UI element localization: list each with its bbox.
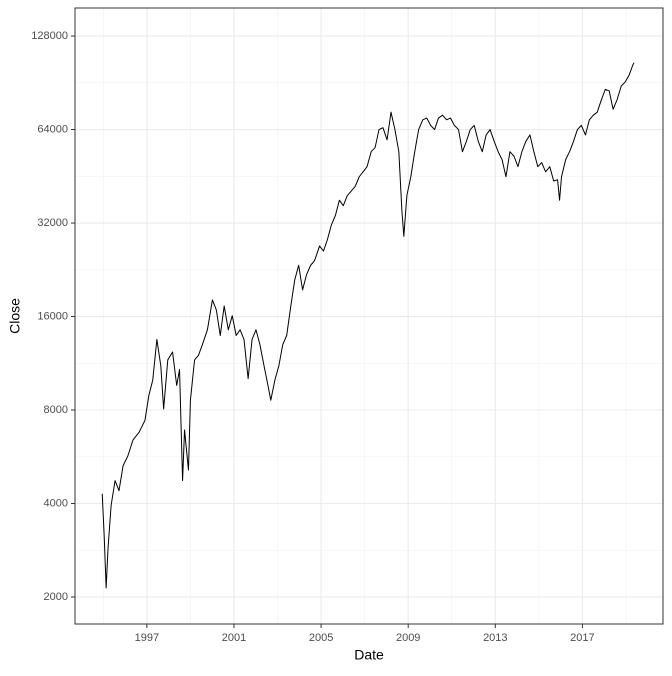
y-tick-label: 2000 xyxy=(44,591,68,603)
price-line xyxy=(101,62,635,589)
x-tick-label: 2017 xyxy=(570,632,594,644)
x-axis-label: Date xyxy=(354,647,384,663)
x-tick-label: 2013 xyxy=(483,632,507,644)
y-tick-label: 32000 xyxy=(37,217,68,229)
y-tick-label: 8000 xyxy=(44,404,68,416)
y-tick-label: 128000 xyxy=(31,30,68,42)
y-tick-label: 4000 xyxy=(44,497,68,509)
x-tick-label: 2009 xyxy=(396,632,420,644)
panel-border xyxy=(74,7,664,625)
y-tick-label: 64000 xyxy=(37,123,68,135)
x-tick-label: 2005 xyxy=(309,632,333,644)
x-tick-label: 2001 xyxy=(222,632,246,644)
y-tick-label: 16000 xyxy=(37,310,68,322)
y-axis-label: Close xyxy=(7,298,23,334)
x-tick-label: 1997 xyxy=(135,632,159,644)
